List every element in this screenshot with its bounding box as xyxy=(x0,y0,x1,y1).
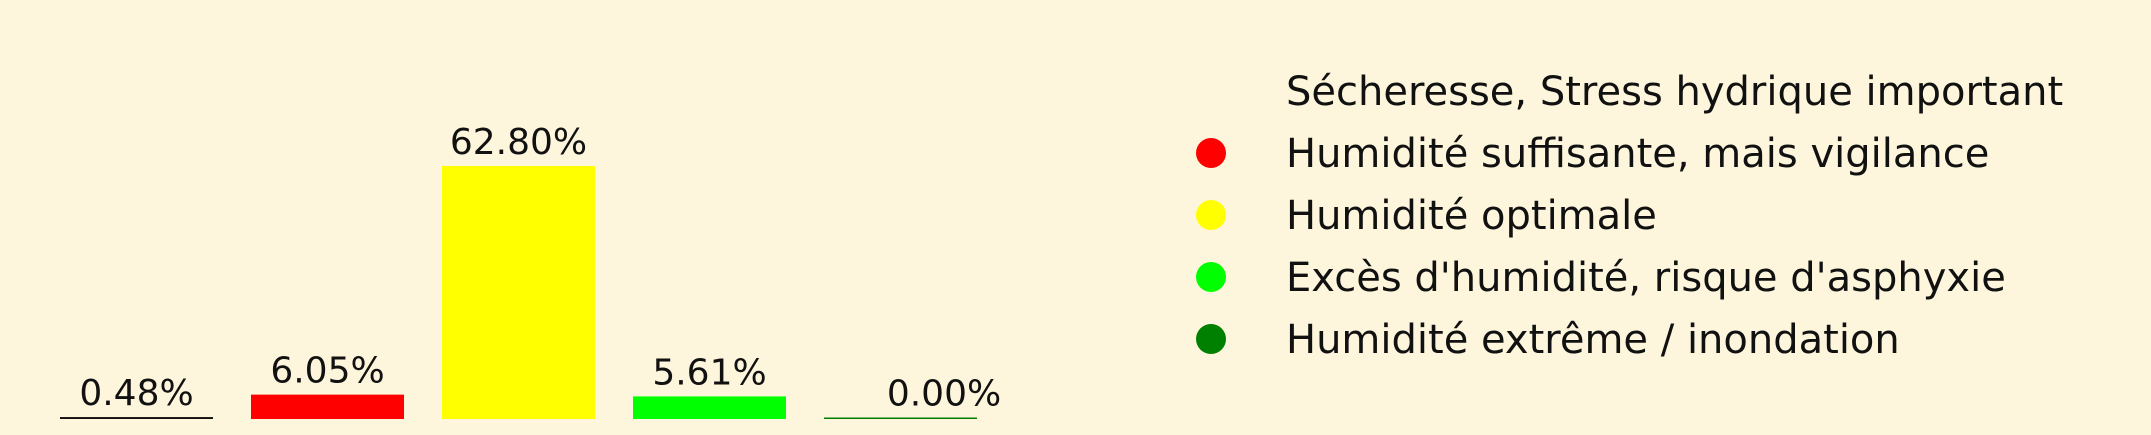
legend-label-2: Humidité optimale xyxy=(1286,193,1657,239)
value-label-3: 5.61% xyxy=(652,352,766,393)
bar-0 xyxy=(60,417,213,419)
legend-marker-4 xyxy=(1196,324,1226,354)
value-label-1: 6.05% xyxy=(270,351,384,392)
legend-label-1: Humidité suffisante, mais vigilance xyxy=(1286,131,1989,177)
legend-label-0: Sécheresse, Stress hydrique important xyxy=(1286,69,2063,115)
legend-marker-3 xyxy=(1196,262,1226,292)
bar-3 xyxy=(633,396,786,419)
bars-group xyxy=(60,166,977,419)
value-label-2: 62.80% xyxy=(450,122,587,163)
bar-1 xyxy=(251,394,404,419)
bar-2 xyxy=(442,166,595,419)
value-label-4: 0.00% xyxy=(887,374,1001,415)
legend: Sécheresse, Stress hydrique important Hum… xyxy=(1196,69,2063,363)
legend-label-4: Humidité extrême / inondation xyxy=(1286,317,1900,363)
legend-marker-2 xyxy=(1196,200,1226,230)
legend-marker-1 xyxy=(1196,138,1226,168)
value-label-0: 0.48% xyxy=(79,373,193,414)
value-labels-group: 0.48% 6.05% 62.80% 5.61% 0.00% xyxy=(79,122,1001,415)
bar-4 xyxy=(824,417,977,419)
legend-label-3: Excès d'humidité, risque d'asphyxie xyxy=(1286,255,2006,301)
